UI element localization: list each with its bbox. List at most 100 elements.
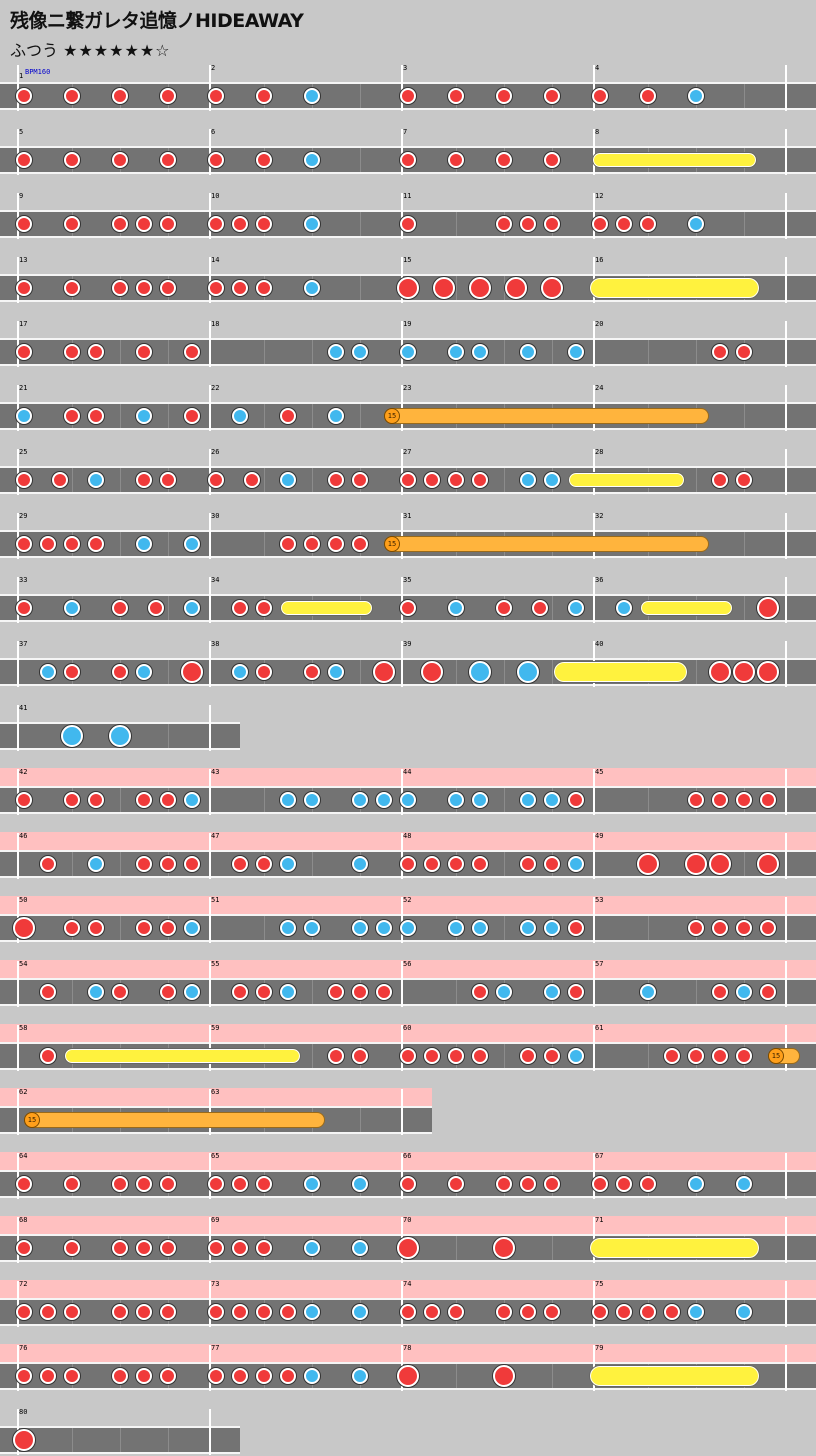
balloon-roll bbox=[384, 408, 709, 424]
ka-note bbox=[616, 600, 632, 616]
beat-line bbox=[72, 980, 73, 1004]
big-don-note bbox=[637, 853, 659, 875]
measure-number: 39 bbox=[403, 640, 412, 648]
don-note bbox=[736, 792, 752, 808]
don-note bbox=[736, 472, 752, 488]
beat-line bbox=[360, 660, 361, 684]
big-don-note bbox=[757, 597, 779, 619]
don-note bbox=[160, 856, 176, 872]
measure-line bbox=[17, 1153, 19, 1199]
don-note bbox=[232, 216, 248, 232]
don-note bbox=[136, 856, 152, 872]
don-note bbox=[256, 88, 272, 104]
ka-note bbox=[184, 984, 200, 1000]
ka-note bbox=[352, 856, 368, 872]
don-note bbox=[400, 216, 416, 232]
don-note bbox=[448, 472, 464, 488]
ka-note bbox=[352, 1240, 368, 1256]
measure-number: 18 bbox=[211, 320, 220, 328]
beat-line bbox=[744, 404, 745, 428]
beat-line bbox=[264, 340, 265, 364]
don-note bbox=[328, 536, 344, 552]
don-note bbox=[472, 984, 488, 1000]
don-note bbox=[112, 600, 128, 616]
measure-line bbox=[785, 577, 787, 623]
don-note bbox=[328, 472, 344, 488]
measure-line bbox=[17, 1089, 19, 1135]
don-note bbox=[160, 792, 176, 808]
don-note bbox=[592, 88, 608, 104]
balloon-roll bbox=[384, 536, 709, 552]
drumroll bbox=[64, 1048, 301, 1064]
don-note bbox=[496, 1304, 512, 1320]
big-ka-note bbox=[61, 725, 83, 747]
beat-line bbox=[648, 340, 649, 364]
measure-line bbox=[593, 577, 595, 623]
don-note bbox=[496, 216, 512, 232]
measure-number: 71 bbox=[595, 1216, 604, 1224]
don-note bbox=[232, 984, 248, 1000]
don-note bbox=[568, 984, 584, 1000]
ka-note bbox=[448, 920, 464, 936]
ka-note bbox=[448, 600, 464, 616]
beat-line bbox=[744, 852, 745, 876]
don-note bbox=[112, 984, 128, 1000]
measure-line bbox=[401, 641, 403, 687]
beat-line bbox=[120, 1428, 121, 1452]
don-note bbox=[64, 88, 80, 104]
don-note bbox=[640, 88, 656, 104]
big-don-note bbox=[397, 1237, 419, 1259]
beat-line bbox=[696, 660, 697, 684]
measure-number: 4 bbox=[595, 64, 600, 72]
don-note bbox=[40, 984, 56, 1000]
lane bbox=[0, 978, 816, 1006]
don-note bbox=[400, 1176, 416, 1192]
don-note bbox=[16, 792, 32, 808]
measure-number: 79 bbox=[595, 1344, 604, 1352]
don-note bbox=[184, 344, 200, 360]
don-note bbox=[496, 1176, 512, 1192]
measure-line bbox=[593, 1153, 595, 1199]
measure-number: 5 bbox=[19, 128, 24, 136]
don-note bbox=[40, 1304, 56, 1320]
don-note bbox=[40, 536, 56, 552]
don-note bbox=[64, 536, 80, 552]
don-note bbox=[760, 920, 776, 936]
don-note bbox=[544, 1048, 560, 1064]
measure-number: 62 bbox=[19, 1088, 28, 1096]
big-ka-note bbox=[469, 661, 491, 683]
big-don-note bbox=[433, 277, 455, 299]
measure-number: 73 bbox=[211, 1280, 220, 1288]
measure-number: 15 bbox=[403, 256, 412, 264]
measure-number: 29 bbox=[19, 512, 28, 520]
ka-note bbox=[400, 792, 416, 808]
ka-note bbox=[16, 408, 32, 424]
beat-line bbox=[744, 84, 745, 108]
don-note bbox=[136, 216, 152, 232]
measure-line bbox=[785, 1281, 787, 1327]
measure-line bbox=[17, 1281, 19, 1327]
ka-note bbox=[352, 344, 368, 360]
don-note bbox=[112, 280, 128, 296]
measure-line bbox=[785, 1345, 787, 1391]
measure-line bbox=[209, 897, 211, 943]
don-note bbox=[424, 472, 440, 488]
chart-row: 76 77 78 79 bbox=[0, 1344, 816, 1392]
big-don-note bbox=[397, 1365, 419, 1387]
chart-row: 29 30 31 32 15 bbox=[0, 512, 816, 560]
don-note bbox=[712, 472, 728, 488]
measure-line bbox=[785, 129, 787, 175]
measure-number: 16 bbox=[595, 256, 604, 264]
don-note bbox=[208, 1304, 224, 1320]
don-note bbox=[544, 88, 560, 104]
ka-note bbox=[736, 984, 752, 1000]
beat-line bbox=[360, 404, 361, 428]
ka-note bbox=[304, 792, 320, 808]
measure-number: 69 bbox=[211, 1216, 220, 1224]
big-don-note bbox=[541, 277, 563, 299]
don-note bbox=[16, 536, 32, 552]
don-note bbox=[736, 920, 752, 936]
measure-line bbox=[593, 897, 595, 943]
ka-note bbox=[400, 920, 416, 936]
measure-number: 58 bbox=[19, 1024, 28, 1032]
